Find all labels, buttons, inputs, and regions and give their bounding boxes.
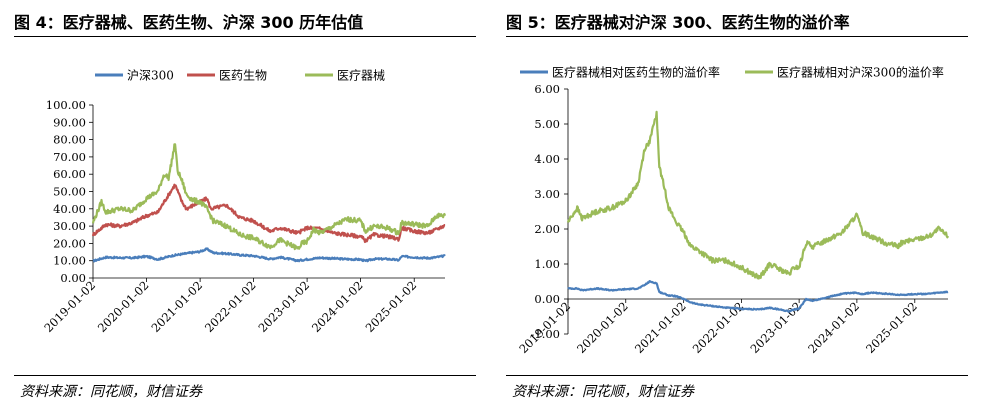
x-tick-label: 2024-01-02: [805, 299, 862, 356]
series-line: [566, 110, 949, 280]
x-tick-label: 2019-01-02: [41, 278, 98, 335]
x-tick-label: 2020-01-02: [95, 278, 152, 335]
series-line: [91, 143, 447, 251]
y-tick-label: 2.00: [534, 222, 560, 236]
y-tick-label: 90.00: [53, 115, 86, 129]
source-rule: [14, 375, 476, 376]
premium-line-chart: -1.00 0.00 1.00 2.00 3.00 4.00 5.00 6.00 2019-01…: [516, 65, 949, 356]
x-tick-label: 2023-01-02: [255, 278, 312, 335]
x-tick-label: 2024-01-02: [309, 278, 366, 335]
legend-label: 医药生物: [219, 69, 267, 83]
source-note: 资料来源：同花顺，财信证券: [20, 384, 202, 400]
y-tick-label: 6.00: [534, 82, 560, 96]
source-rule: [506, 375, 968, 376]
figure-title: 图 5：医疗器械对沪深 300、医药生物的溢价率: [506, 13, 850, 32]
title-rule: [14, 36, 476, 37]
y-tick-label: 60.00: [53, 167, 86, 181]
y-tick-label: -1.00: [531, 327, 561, 341]
y-tick-label: 50.00: [53, 185, 86, 199]
y-tick-label: 0.00: [60, 271, 86, 285]
source-note: 资料来源：同花顺，财信证券: [512, 384, 694, 400]
y-tick-label: 0.00: [534, 292, 560, 306]
y-tick-label: 20.00: [53, 236, 86, 250]
x-tick-label: 2021-01-02: [148, 278, 205, 335]
y-tick-label: 40.00: [53, 202, 86, 216]
legend-label: 医疗器械: [337, 68, 385, 83]
series-line: [91, 183, 446, 244]
y-tick-label: 4.00: [534, 152, 560, 166]
x-tick-label: 2025-01-02: [363, 278, 420, 335]
y-tick-label: 3.00: [534, 187, 560, 201]
valuation-line-chart: 0.00 10.00 20.00 30.00 40.00 50.00 60.00 70.00 8…: [41, 68, 447, 335]
x-tick-label: 2021-01-02: [632, 299, 689, 356]
series-line: [92, 247, 446, 263]
title-rule: [506, 36, 968, 37]
chart-panel-right: 图 5：医疗器械对沪深 300、医药生物的溢价率 -1.00 0.00 1.00 2.…: [492, 0, 984, 410]
y-tick-label: 70.00: [53, 150, 86, 164]
figure-title: 图 4：医疗器械、医药生物、沪深 300 历年估值: [14, 13, 364, 32]
x-tick-label: 2019-01-02: [516, 299, 573, 356]
y-tick-label: 80.00: [53, 133, 86, 147]
y-tick-label: 100.00: [46, 98, 86, 112]
y-tick-label: 30.00: [53, 219, 86, 233]
legend-label: 医疗器械相对沪深300的溢价率: [777, 65, 944, 80]
legend-label: 沪深300: [127, 69, 174, 83]
legend-label: 医疗器械相对医药生物的溢价率: [552, 65, 720, 80]
chart-panel-left: 图 4：医疗器械、医药生物、沪深 300 历年估值 0.00 10.00 20.00…: [14, 13, 476, 400]
x-tick-label: 2020-01-02: [574, 299, 631, 356]
y-tick-label: 10.00: [53, 254, 86, 268]
x-tick-label: 2022-01-02: [202, 278, 259, 335]
y-tick-label: 5.00: [534, 117, 560, 131]
y-tick-label: 1.00: [534, 257, 560, 271]
x-tick-label: 2025-01-02: [863, 299, 920, 356]
series-line: [567, 280, 949, 313]
